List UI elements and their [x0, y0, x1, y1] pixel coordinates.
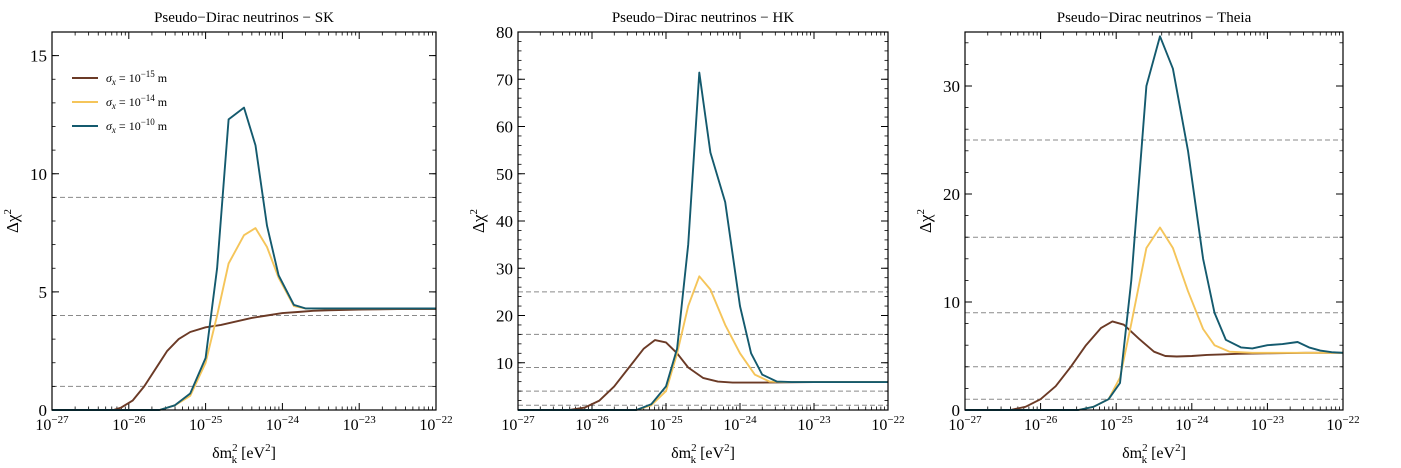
x-axis-label: δm2 k [eV2] — [1122, 442, 1186, 466]
series-line-2 — [52, 106, 436, 411]
x-tick-label: 10−27 — [501, 414, 535, 434]
legend: σx = 10−15 m σx = 10−14 m σx = 10−10 m — [72, 69, 168, 135]
series-line-0 — [52, 308, 436, 411]
plot-frame — [964, 31, 1344, 411]
x-tick-label: 10−23 — [343, 414, 377, 434]
y-tick-label: 70 — [496, 70, 513, 89]
y-tick-label: 40 — [496, 212, 513, 231]
y-tick-label: 0 — [39, 401, 48, 420]
x-tick-label: 10−22 — [419, 414, 452, 434]
y-tick-label: 10 — [30, 165, 47, 184]
x-axis-label: δm2 k [eV2] — [671, 442, 735, 466]
x-axis-label: δm2 k [eV2] — [212, 442, 276, 466]
panel-hk: 10 20 30 40 50 60 70 80 10−27 10−26 10−25 10−24 10−2… — [468, 10, 905, 466]
panel-theia: 0 10 20 30 10−27 10−26 10−25 10−24 10−23 10−22 Pse… — [915, 10, 1360, 466]
x-tick-label: 10−27 — [35, 414, 69, 434]
x-tick-label: 10−24 — [266, 414, 300, 434]
legend-label: σx = 10−10 m — [106, 117, 168, 135]
series-line-2 — [965, 35, 1344, 411]
panel-title: Pseudo−Dirac neutrinos − SK — [154, 10, 334, 26]
x-tick-label: 10−26 — [1024, 414, 1058, 434]
legend-label: σx = 10−15 m — [106, 69, 168, 87]
x-tick-label: 10−23 — [1251, 414, 1285, 434]
series-line-0 — [518, 339, 888, 411]
series-line-0 — [965, 320, 1343, 411]
x-tick-label: 10−25 — [649, 414, 683, 434]
x-tick-label: 10−26 — [575, 414, 609, 434]
y-tick-label: 60 — [496, 118, 513, 137]
y-tick-label: 50 — [496, 165, 513, 184]
x-tick-label: 10−22 — [871, 414, 904, 434]
x-tick-label: 10−25 — [189, 414, 223, 434]
panel-title: Pseudo−Dirac neutrinos − Theia — [1057, 10, 1252, 26]
y-tick-label: 30 — [496, 259, 513, 278]
y-tick-label: 0 — [952, 401, 961, 420]
y-tick-label: 30 — [943, 77, 960, 96]
y-tick-label: 80 — [496, 23, 513, 42]
x-tick-label: 10−24 — [723, 414, 757, 434]
panel-sk: 0 5 10 15 10−27 10−26 10−25 10−24 10−23 10−22 Pseu… — [2, 10, 453, 466]
panel-title: Pseudo−Dirac neutrinos − HK — [612, 10, 794, 26]
x-tick-label: 10−26 — [112, 414, 146, 434]
y-tick-label: 10 — [496, 354, 513, 373]
y-axis-label: Δχ2 — [2, 209, 22, 233]
y-axis-label: Δχ2 — [915, 209, 935, 233]
x-tick-label: 10−24 — [1175, 414, 1209, 434]
x-tick-label: 10−23 — [797, 414, 831, 434]
series-line-1 — [965, 226, 1343, 411]
series-line-1 — [518, 275, 888, 411]
plot-frame — [517, 31, 889, 411]
series-line-2 — [518, 71, 888, 411]
y-tick-label: 20 — [496, 307, 513, 326]
legend-label: σx = 10−14 m — [106, 93, 168, 111]
x-tick-label: 10−27 — [948, 414, 982, 434]
y-axis-label: Δχ2 — [468, 209, 488, 233]
x-tick-label: 10−22 — [1326, 414, 1359, 434]
plot-frame — [51, 31, 437, 411]
y-tick-label: 20 — [943, 185, 960, 204]
y-tick-label: 10 — [943, 293, 960, 312]
x-tick-label: 10−25 — [1100, 414, 1134, 434]
y-tick-label: 15 — [30, 47, 47, 66]
y-tick-label: 5 — [39, 283, 48, 302]
